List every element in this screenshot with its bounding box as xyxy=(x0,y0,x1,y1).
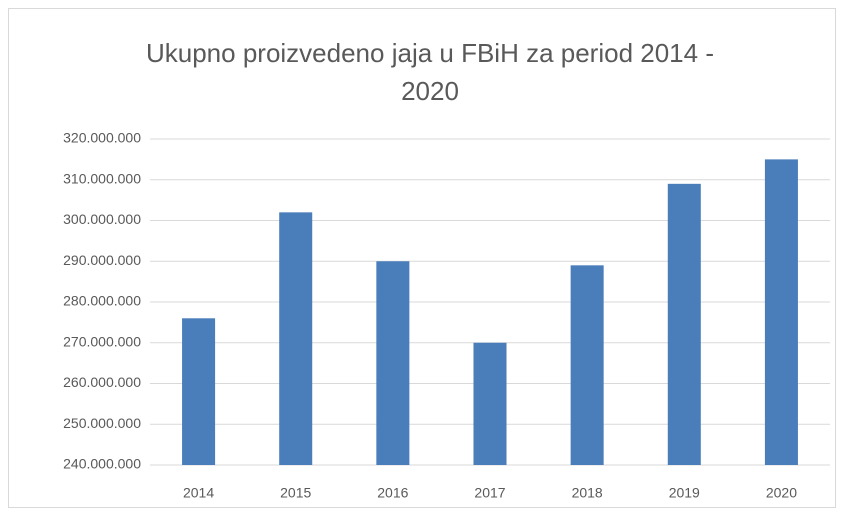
y-tick-label: 300.000.000 xyxy=(63,211,141,227)
bar xyxy=(376,261,410,465)
bar xyxy=(764,159,798,465)
x-tick-label: 2018 xyxy=(572,485,603,501)
y-tick-label: 240.000.000 xyxy=(63,456,141,472)
y-tick-label: 260.000.000 xyxy=(63,374,141,390)
chart-frame xyxy=(8,8,836,508)
x-tick-label: 2014 xyxy=(183,485,214,501)
y-tick-label: 280.000.000 xyxy=(63,293,141,309)
bar xyxy=(473,342,507,465)
bar xyxy=(279,212,313,465)
y-tick-label: 320.000.000 xyxy=(63,130,141,146)
x-tick-label: 2017 xyxy=(474,485,505,501)
x-tick-label: 2015 xyxy=(280,485,311,501)
y-tick-label: 290.000.000 xyxy=(63,252,141,268)
bar xyxy=(570,265,604,465)
chart-title: Ukupno proizvedeno jaja u FBiH za period… xyxy=(145,38,714,106)
bar xyxy=(182,318,216,465)
y-tick-label: 270.000.000 xyxy=(63,333,141,349)
x-tick-label: 2016 xyxy=(377,485,408,501)
x-tick-label: 2019 xyxy=(669,485,700,501)
y-tick-label: 310.000.000 xyxy=(63,170,141,186)
x-tick-label: 2020 xyxy=(766,485,797,501)
y-tick-label: 250.000.000 xyxy=(63,415,141,431)
bar xyxy=(667,183,701,465)
